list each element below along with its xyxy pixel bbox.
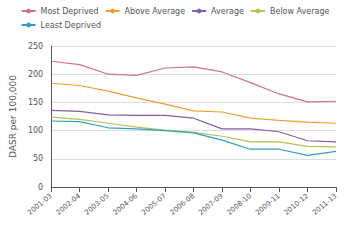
svg-text:2006-08: 2006-08 — [169, 192, 197, 217]
svg-text:2011-13: 2011-13 — [311, 192, 339, 217]
svg-text:0: 0 — [38, 183, 43, 192]
svg-text:2005-07: 2005-07 — [140, 192, 168, 217]
svg-text:DASR per 100,000: DASR per 100,000 — [8, 75, 18, 158]
svg-text:2001-03: 2001-03 — [26, 192, 54, 217]
svg-text:250: 250 — [28, 42, 43, 51]
svg-text:50: 50 — [33, 154, 43, 163]
svg-text:100: 100 — [28, 126, 43, 135]
svg-text:2010-12: 2010-12 — [283, 192, 311, 217]
svg-text:2004-06: 2004-06 — [112, 192, 140, 217]
svg-text:2002-04: 2002-04 — [55, 192, 83, 217]
svg-text:Below Average: Below Average — [270, 7, 330, 16]
svg-text:200: 200 — [28, 70, 43, 79]
svg-text:150: 150 — [28, 98, 43, 107]
svg-text:Least Deprived: Least Deprived — [41, 21, 101, 30]
svg-text:2007-09: 2007-09 — [197, 192, 225, 217]
svg-text:Above Average: Above Average — [125, 7, 186, 16]
svg-text:2003-05: 2003-05 — [83, 192, 111, 217]
svg-text:Most Deprived: Most Deprived — [41, 7, 99, 16]
svg-text:2008-10: 2008-10 — [226, 192, 254, 217]
svg-text:2009-11: 2009-11 — [254, 192, 282, 217]
svg-text:Average: Average — [211, 7, 244, 16]
